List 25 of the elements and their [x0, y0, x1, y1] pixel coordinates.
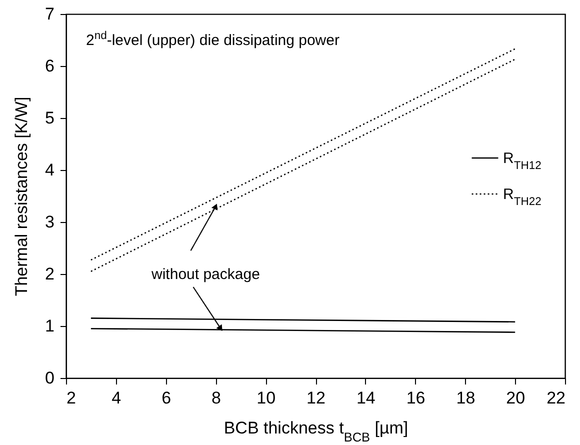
x-tick-label: 16: [406, 388, 426, 408]
y-tick-label: 4: [45, 160, 54, 180]
y-tick-label: 3: [45, 212, 54, 232]
legend-label: R$_{TH22}$: [503, 186, 542, 208]
y-tick-label: 5: [45, 108, 54, 128]
x-tick-label: 4: [112, 388, 122, 408]
x-tick-label: 8: [211, 388, 221, 408]
legend-label: R$_{TH12}$: [503, 150, 542, 172]
y-tick-label: 7: [45, 4, 54, 24]
y-tick-label: 1: [45, 316, 54, 336]
x-tick-label: 22: [546, 388, 566, 408]
y-axis-title: Thermal resistances [K/W]: [12, 96, 32, 296]
text: 2$^{nd}$-level (upper) die dissipating power: [86, 30, 340, 49]
y-tick-label: 2: [45, 264, 54, 284]
x-tick-label: 6: [162, 388, 172, 408]
annotation: without package: [150, 266, 260, 283]
y-tick-label: 0: [45, 368, 54, 388]
y-tick-label: 6: [45, 56, 54, 76]
x-tick-label: 10: [256, 388, 276, 408]
x-tick-label: 12: [306, 388, 326, 408]
x-tick-label: 20: [506, 388, 526, 408]
x-axis-title: BCB thickness t$_{BCB}$ [µm]: [224, 418, 408, 444]
x-tick-label: 14: [356, 388, 376, 408]
x-tick-label: 18: [456, 388, 476, 408]
x-tick-label: 2: [66, 388, 76, 408]
